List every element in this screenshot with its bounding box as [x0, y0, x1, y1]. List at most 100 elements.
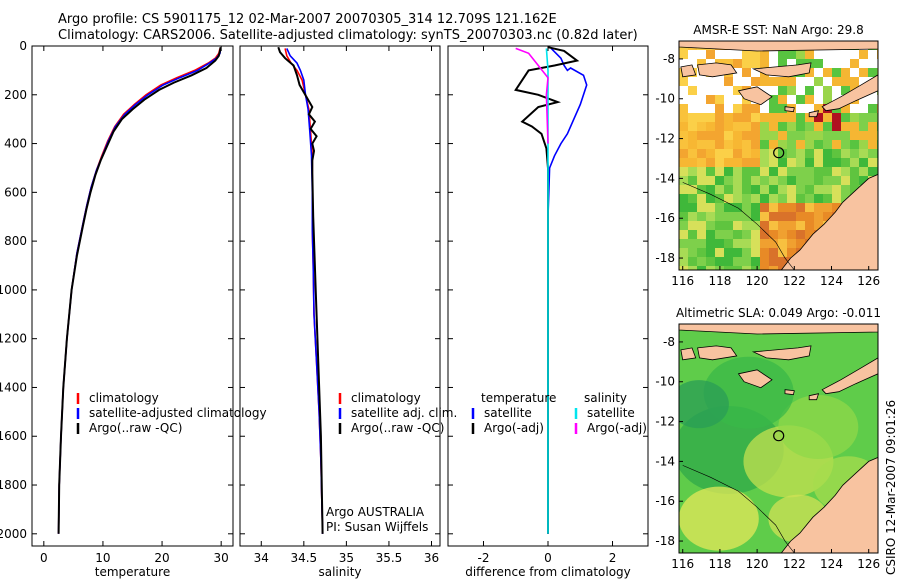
y-tick-label: -10 — [655, 375, 675, 389]
legend-label: satellite — [587, 406, 635, 420]
x-tick-label: 35.5 — [376, 551, 403, 565]
profile-panel-1: 0 10 20 30 temperature 0 200 400 600 800 1000 1200 1… — [0, 39, 267, 579]
y-tick-label: 1400 — [0, 380, 27, 394]
legend-label: satellite-adjusted climatology — [89, 406, 267, 420]
x-tick-label: 116 — [671, 274, 694, 288]
x-tick-label: 35 — [339, 551, 354, 565]
profile-panel-2: 34 34.5 35 35.5 36 salinity climatologysatelli… — [239, 45, 457, 579]
y-tick-label: -18 — [655, 534, 675, 548]
series-line-3-4 — [515, 47, 549, 144]
figure-title-line2: Climatology: CARS2006. Satellite-adjuste… — [58, 28, 638, 43]
x-tick-label: 122 — [783, 274, 806, 288]
land-mass — [808, 110, 820, 118]
argo-annotation: PI: Susan Wijffels — [326, 520, 428, 534]
legend-label: Argo(-adj) — [484, 421, 544, 435]
x-tick-label: 124 — [820, 274, 843, 288]
y-tick-label: 1200 — [0, 332, 27, 346]
x-axis-label: difference from climatology — [465, 565, 631, 579]
x-axis-label: temperature — [95, 565, 170, 579]
y-tick-label: 1000 — [0, 283, 27, 297]
x-tick-label: 34 — [254, 551, 269, 565]
x-tick-label: 124 — [820, 557, 843, 571]
series-line-2-2 — [286, 48, 324, 534]
figure-title-line1: Argo profile: CS 5901175_12 02-Mar-2007 … — [58, 12, 557, 27]
map-field — [679, 324, 878, 553]
series-line-3-2 — [514, 46, 580, 534]
x-tick-label: 2 — [609, 551, 617, 565]
legend-label: satellite — [484, 406, 532, 420]
x-tick-label: 126 — [857, 557, 880, 571]
land-mass — [737, 86, 773, 106]
land-mass — [821, 74, 878, 112]
y-tick-label: -16 — [655, 211, 675, 225]
x-axis-label: salinity — [318, 565, 361, 579]
argo-position-marker — [773, 430, 785, 442]
x-tick-label: 0 — [544, 551, 552, 565]
y-tick-label: 200 — [4, 88, 27, 102]
series-line-1-3 — [57, 47, 222, 534]
series-line-3-1 — [547, 47, 588, 534]
land-mass — [697, 62, 738, 78]
series-line-1-1 — [57, 48, 221, 534]
y-tick-label: 1600 — [0, 429, 27, 443]
plot-frame — [239, 45, 441, 547]
land-mass — [679, 41, 878, 52]
x-tick-label: 118 — [708, 557, 731, 571]
x-tick-label: 120 — [746, 274, 769, 288]
x-tick-label: 34.5 — [290, 551, 317, 565]
plot-frame — [31, 45, 234, 547]
land-mass — [751, 345, 812, 361]
legend-label: climatology — [89, 391, 159, 405]
land-mass — [680, 347, 697, 361]
land-mass — [784, 389, 795, 396]
y-tick-label: -12 — [655, 132, 675, 146]
x-tick-label: 122 — [783, 557, 806, 571]
map-title: Altimetric SLA: 0.049 Argo: -0.011 — [676, 306, 881, 320]
y-tick-label: 2000 — [0, 527, 27, 541]
land-mass — [808, 393, 820, 401]
depth-contour — [682, 465, 795, 553]
land-mass — [821, 357, 878, 395]
legend-label: Argo(..raw -QC) — [89, 421, 182, 435]
y-tick-label: -18 — [655, 251, 675, 265]
map-title: AMSR-E SST: NaN Argo: 29.8 — [693, 23, 863, 37]
x-tick-label: 20 — [154, 551, 169, 565]
y-tick-label: -10 — [655, 92, 675, 106]
y-tick-label: -14 — [655, 171, 675, 185]
x-tick-label: 118 — [708, 274, 731, 288]
land-mass — [780, 456, 878, 553]
x-tick-label: 0 — [40, 551, 48, 565]
y-tick-label: -14 — [655, 454, 675, 468]
y-tick-label: 800 — [4, 234, 27, 248]
land-mass — [680, 64, 697, 78]
land-mass — [679, 324, 878, 335]
legend-label: Argo(..raw -QC) — [351, 421, 444, 435]
sla-map-panel: 116 118 120 122 124 126 -8 -10 -12 -14 -16 -18 Altim… — [655, 306, 881, 571]
y-tick-label: 400 — [4, 137, 27, 151]
y-tick-label: -8 — [663, 52, 675, 66]
depth-contour — [682, 182, 795, 270]
land-mass — [784, 106, 795, 113]
x-tick-label: 126 — [857, 274, 880, 288]
land-mass — [737, 369, 773, 389]
series-line-2-1 — [284, 48, 324, 534]
legend-label: Argo(-adj) — [587, 421, 647, 435]
series-line-2-3 — [277, 46, 324, 534]
legend-label: satellite adj. clim. — [351, 406, 457, 420]
series-line-1-2 — [57, 48, 222, 534]
x-tick-label: 116 — [671, 557, 694, 571]
map-field — [679, 41, 878, 270]
x-tick-label: 10 — [95, 551, 110, 565]
argo-position-marker — [773, 147, 785, 159]
map-frame — [678, 40, 879, 271]
y-tick-label: 600 — [4, 185, 27, 199]
x-tick-label: 30 — [214, 551, 229, 565]
y-tick-label: -8 — [663, 335, 675, 349]
sst-map-panel: 116 118 120 122 124 126 -8 -10 -12 -14 -16 -18 AMSR-… — [655, 23, 880, 288]
legend-label: temperature — [481, 391, 556, 405]
legend-label: salinity — [584, 391, 627, 405]
land-mass — [697, 345, 738, 361]
y-tick-label: -12 — [655, 415, 675, 429]
